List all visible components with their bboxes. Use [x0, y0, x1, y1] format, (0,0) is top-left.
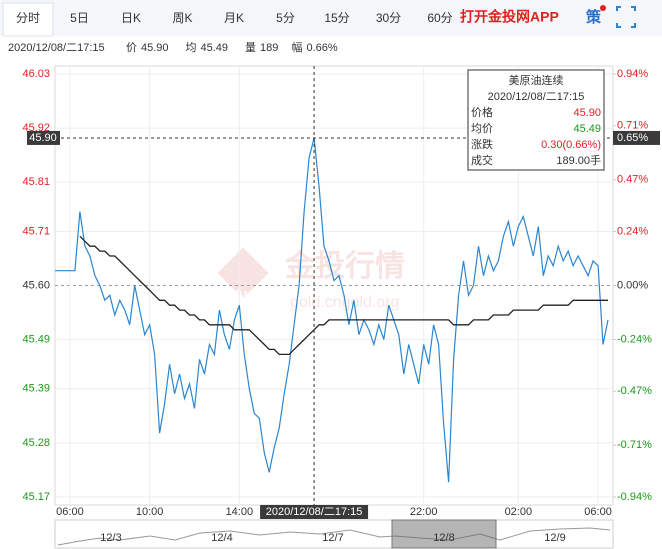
average-line	[79, 235, 608, 356]
y2-tick-label: -0.94%	[617, 491, 652, 503]
info-value: 189	[260, 42, 278, 54]
tab[interactable]: 30分	[376, 11, 401, 25]
navigator-label: 12/8	[433, 532, 454, 544]
y2-tick-label: -0.24%	[617, 333, 652, 345]
y-tick-label: 45.81	[22, 176, 50, 188]
navigator-label: 12/9	[544, 532, 565, 544]
navigator-label: 12/4	[211, 532, 232, 544]
x-tick-label: 10:00	[136, 506, 164, 518]
navigator-window	[391, 519, 497, 549]
info-label: 均	[186, 41, 197, 54]
info-label: 价	[126, 41, 137, 54]
navigator-line	[57, 527, 611, 546]
tooltip-label: 均价	[471, 122, 493, 135]
crosshair-y-label: 45.90	[29, 132, 57, 144]
watermark-brand: 金投行情	[284, 249, 405, 283]
fullscreen-button[interactable]	[616, 6, 636, 28]
y2-tick-label: 0.00%	[617, 279, 648, 291]
tab[interactable]: 5日	[70, 11, 89, 25]
tab[interactable]: 分时	[16, 11, 40, 25]
tooltip-time: 2020/12/08/二17:15	[488, 91, 585, 103]
tooltip-label: 涨跌	[471, 137, 493, 151]
info-value: 0.66%	[307, 42, 338, 54]
y-tick-label: 45.17	[22, 491, 50, 503]
x-tick-label: 06:00	[56, 506, 84, 518]
tooltip-value: 0.30(0.66%)	[541, 139, 601, 151]
info-value: 45.49	[201, 42, 229, 54]
y-tick-label: 45.28	[22, 437, 50, 449]
info-time: 2020/12/08/二17:15	[8, 42, 105, 54]
badge	[600, 5, 606, 11]
y2-tick-label: 0.24%	[617, 225, 648, 237]
tab[interactable]: 5分	[276, 11, 295, 25]
price-line	[55, 137, 609, 483]
tab[interactable]: 周K	[172, 11, 192, 25]
y-tick-label: 45.60	[22, 279, 50, 291]
watermark-logo-text: Au	[234, 286, 253, 302]
info-label: 量	[245, 41, 256, 54]
y2-tick-label: 0.94%	[617, 68, 648, 80]
tooltip-title: 美原油连续	[509, 73, 564, 87]
y-tick-label: 45.71	[22, 225, 50, 237]
navigator: 12/3 12/4 12/7 12/8 12/9	[54, 519, 614, 549]
tooltip-value: 45.90	[573, 107, 601, 119]
tooltip-label: 价格	[471, 105, 493, 119]
navigator-label: 12/3	[100, 532, 121, 544]
tooltip: 美原油连续 2020/12/08/二17:15 价格 45.90 均价 45.49 涨跌 0.…	[467, 69, 605, 171]
info-label: 幅	[292, 41, 303, 54]
tooltip-value: 45.49	[573, 123, 601, 135]
tooltip-label: 成交	[471, 153, 493, 167]
y2-tick-label: 0.71%	[617, 120, 648, 132]
crosshair-x-label: 2020/12/08/二17:15	[266, 506, 363, 518]
x-tick-label: 14:00	[226, 506, 254, 518]
info-value: 45.90	[141, 42, 169, 54]
y2-tick-label: -0.71%	[617, 439, 652, 451]
y2-tick-label: 0.47%	[617, 174, 648, 186]
x-tick-label: 02:00	[505, 506, 533, 518]
navigator-label: 12/7	[322, 532, 343, 544]
tab[interactable]: 日K	[121, 11, 141, 25]
strategy-button[interactable]: 策	[585, 8, 602, 26]
y-tick-label: 45.39	[22, 383, 50, 395]
crosshair-y2-box	[613, 130, 660, 145]
y-tick-label: 45.49	[22, 334, 50, 346]
plot: Au金投行情gold.cngold.org45.1745.2845.3945.4…	[22, 65, 660, 549]
crosshair-x-box	[260, 505, 369, 519]
y-tick-label: 46.03	[22, 68, 50, 80]
crosshair-y2-label: 0.65%	[617, 132, 648, 144]
app-link[interactable]: 打开金投网APP	[460, 9, 559, 25]
tab[interactable]: 月K	[224, 11, 244, 25]
x-tick-label: 22:00	[410, 506, 438, 518]
crosshair-y-box	[27, 130, 60, 145]
tab-selected	[2, 2, 54, 37]
y2-tick-label: -0.47%	[617, 385, 652, 397]
tab[interactable]: 15分	[324, 11, 349, 25]
tooltip-box	[467, 69, 605, 171]
tooltip-value: 189.00手	[556, 153, 601, 167]
tab[interactable]: 60分	[427, 11, 452, 25]
x-tick-label: 06:00	[584, 506, 612, 518]
tab-bar	[0, 0, 662, 36]
